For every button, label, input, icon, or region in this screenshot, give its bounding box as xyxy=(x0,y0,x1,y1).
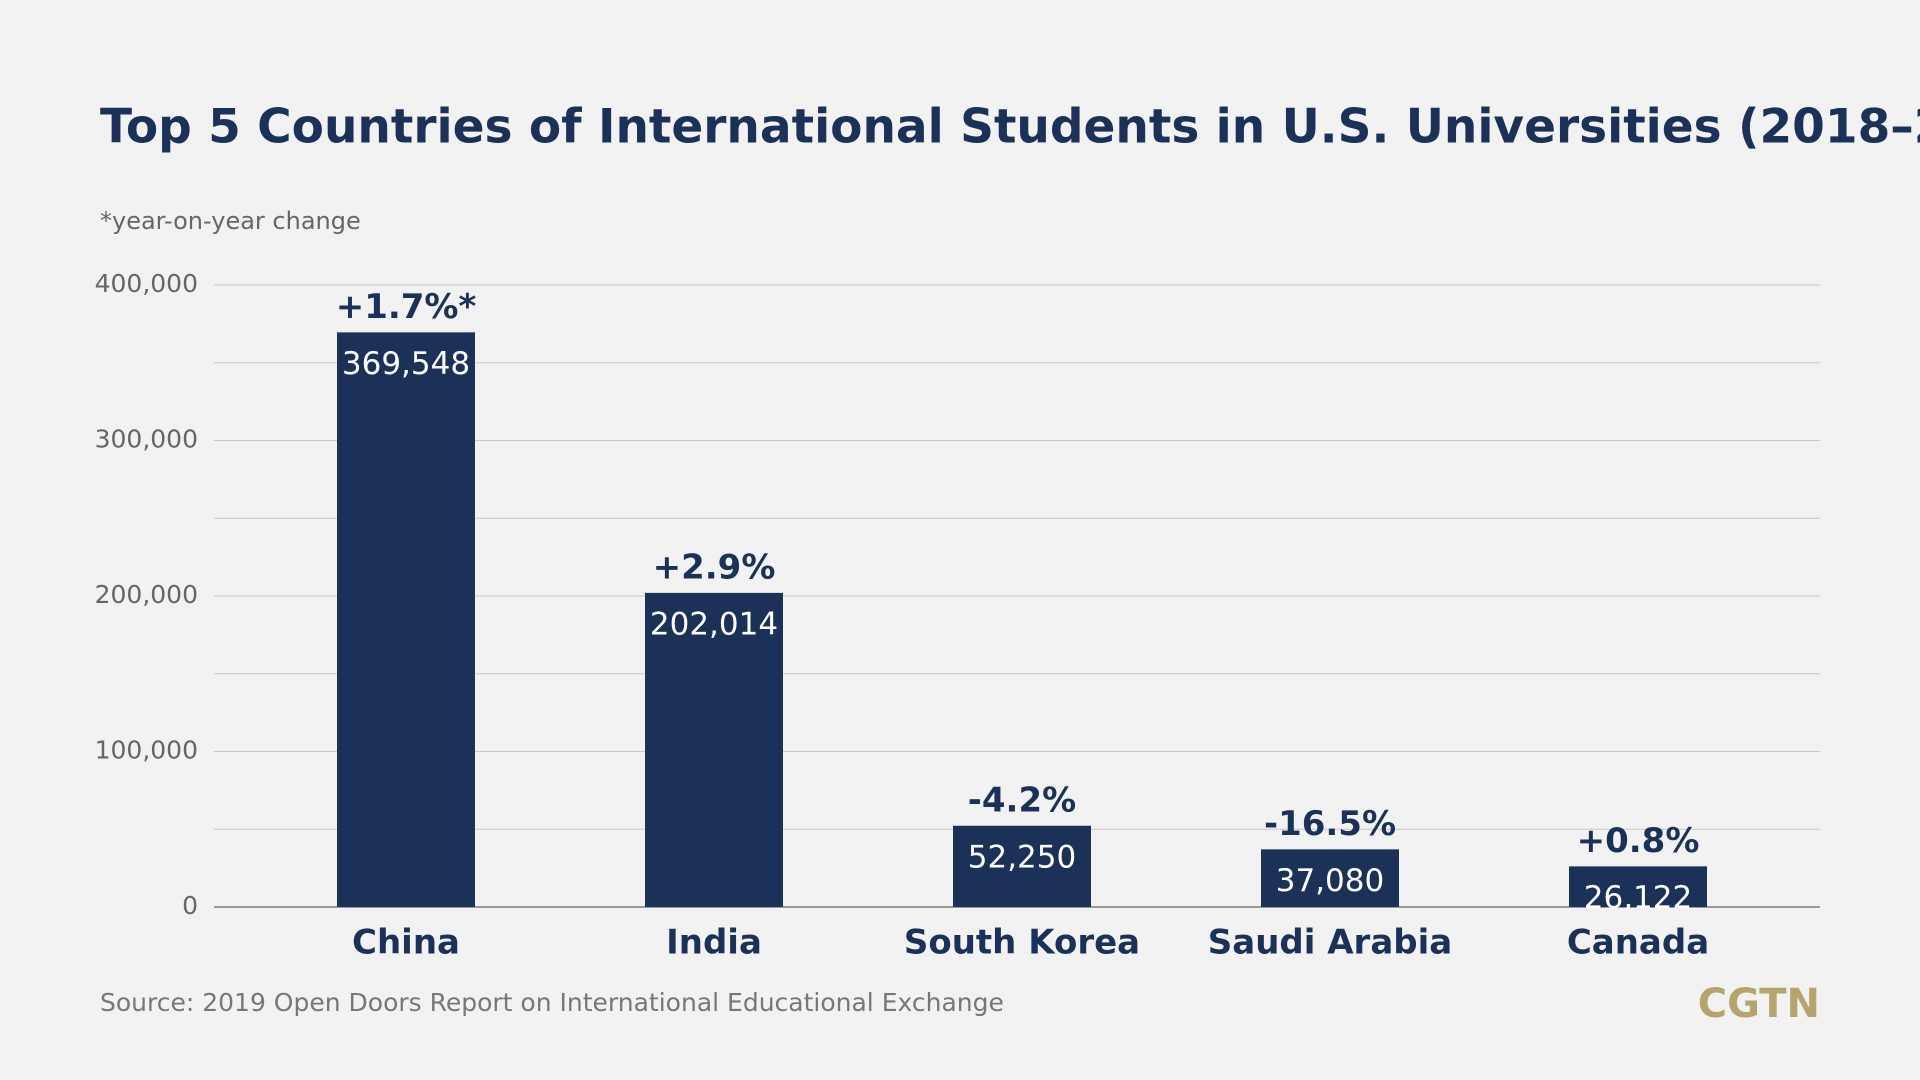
value-label: 202,014 xyxy=(650,606,778,642)
chart-subtitle: *year-on-year change xyxy=(100,207,361,235)
y-tick-label: 300,000 xyxy=(95,425,198,454)
x-tick-label: India xyxy=(666,923,762,963)
bar xyxy=(953,825,1091,907)
chart-title: Top 5 Countries of International Student… xyxy=(100,100,1920,155)
value-label: 369,548 xyxy=(342,346,470,382)
change-label: -16.5% xyxy=(1264,804,1396,844)
bar xyxy=(1261,849,1399,907)
change-label: +2.9% xyxy=(653,547,776,587)
bar xyxy=(337,332,475,907)
change-label: +1.7%* xyxy=(336,287,477,327)
change-label: -4.2% xyxy=(968,780,1076,820)
logo: CGTN xyxy=(1698,981,1820,1027)
bar xyxy=(645,592,783,907)
x-tick-label: Canada xyxy=(1567,923,1709,963)
source: Source: 2019 Open Doors Report on Intern… xyxy=(100,988,1004,1017)
x-tick-label: South Korea xyxy=(904,923,1140,963)
y-tick-label: 100,000 xyxy=(95,736,198,765)
x-tick-label: Saudi Arabia xyxy=(1208,923,1452,963)
x-tick-label: China xyxy=(352,923,460,963)
change-label: +0.8% xyxy=(1577,821,1700,861)
value-label: 52,250 xyxy=(968,839,1076,875)
value-label: 37,080 xyxy=(1276,863,1384,899)
y-tick-label: 400,000 xyxy=(95,269,198,298)
value-label: 26,122 xyxy=(1584,880,1692,916)
y-tick-label: 200,000 xyxy=(95,580,198,609)
bar xyxy=(1569,866,1707,907)
y-tick-label: 0 xyxy=(182,891,198,920)
